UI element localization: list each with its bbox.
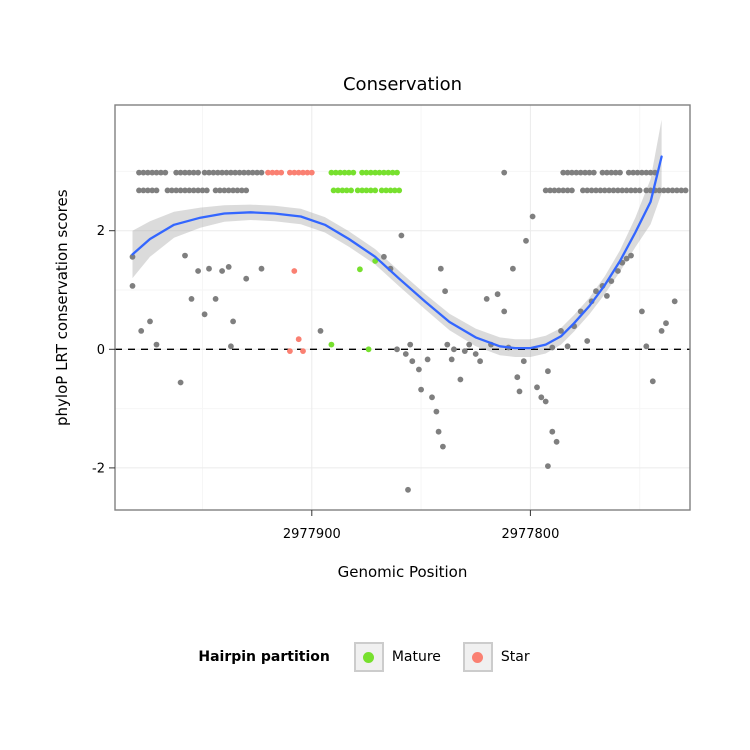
legend-title: Hairpin partition <box>198 649 330 665</box>
chart-title: Conservation <box>342 74 462 95</box>
legend-label-mature: Mature <box>391 649 441 665</box>
svg-text:2: 2 <box>97 224 105 239</box>
star-dot-icon <box>472 651 484 663</box>
confidence-band <box>132 119 662 357</box>
legend-item-mature: Mature <box>353 642 441 672</box>
grid-lines <box>115 105 690 510</box>
panel-border <box>114 104 691 511</box>
scatter-points <box>129 169 689 493</box>
legend: Hairpin partition Mature Star <box>0 642 750 672</box>
y-axis: -2 0 2 <box>92 224 115 476</box>
mature-dot-icon <box>363 651 375 663</box>
svg-text:-2: -2 <box>92 461 105 476</box>
y-axis-label: phyloP LRT conservation scores <box>53 189 71 426</box>
svg-text:2977800: 2977800 <box>501 527 559 542</box>
legend-key-mature <box>353 642 384 672</box>
legend-key-star <box>462 642 493 672</box>
x-axis-label: Genomic Position <box>337 563 468 581</box>
legend-item-star: Star <box>462 642 530 672</box>
svg-text:0: 0 <box>97 343 105 358</box>
x-axis: 2977900 2977800 <box>283 510 559 542</box>
svg-text:2977900: 2977900 <box>283 527 341 542</box>
smooth-line <box>131 155 663 350</box>
legend-label-star: Star <box>500 649 530 665</box>
